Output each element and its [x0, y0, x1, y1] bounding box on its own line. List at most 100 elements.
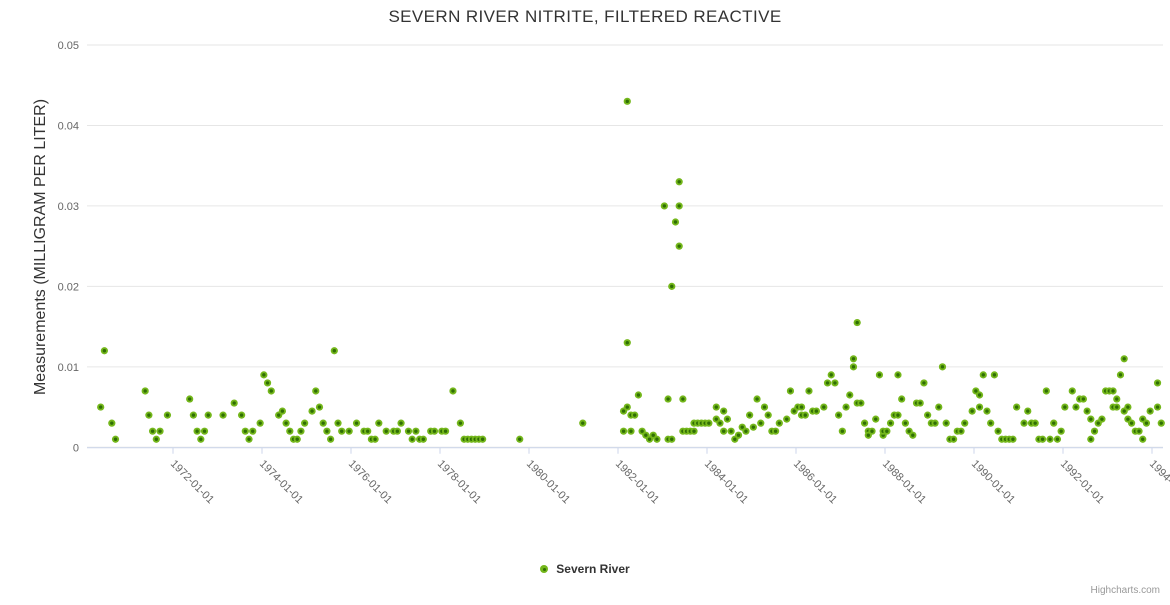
data-point[interactable]: [1139, 435, 1147, 443]
data-point[interactable]: [404, 427, 413, 435]
data-point[interactable]: [263, 379, 272, 387]
data-point[interactable]: [230, 399, 238, 407]
data-point[interactable]: [1157, 419, 1165, 427]
data-point[interactable]: [772, 427, 780, 435]
data-point[interactable]: [1120, 355, 1128, 363]
data-point[interactable]: [323, 427, 331, 435]
data-point[interactable]: [723, 415, 731, 423]
data-point[interactable]: [734, 431, 743, 439]
data-point[interactable]: [1142, 419, 1151, 427]
data-point[interactable]: [820, 403, 828, 411]
data-point[interactable]: [975, 403, 984, 411]
data-point[interactable]: [835, 411, 843, 419]
data-point[interactable]: [1061, 403, 1069, 411]
data-point[interactable]: [671, 218, 680, 226]
data-point[interactable]: [931, 419, 939, 427]
data-point[interactable]: [631, 411, 639, 419]
data-point[interactable]: [1024, 407, 1032, 415]
data-point[interactable]: [875, 371, 884, 379]
data-point[interactable]: [1039, 435, 1047, 443]
data-point[interactable]: [909, 431, 917, 439]
data-point[interactable]: [397, 419, 405, 427]
data-point[interactable]: [797, 403, 806, 411]
data-point[interactable]: [690, 427, 698, 435]
data-point[interactable]: [319, 419, 327, 427]
data-point[interactable]: [286, 427, 294, 435]
data-point[interactable]: [720, 427, 728, 435]
data-point[interactable]: [100, 347, 108, 355]
data-point[interactable]: [812, 407, 820, 415]
data-point[interactable]: [1031, 419, 1039, 427]
data-point[interactable]: [805, 387, 813, 395]
data-point[interactable]: [861, 419, 869, 427]
data-point[interactable]: [961, 419, 969, 427]
data-point[interactable]: [1098, 415, 1106, 423]
data-point[interactable]: [1153, 379, 1162, 387]
data-point[interactable]: [327, 435, 335, 443]
data-point[interactable]: [757, 419, 765, 427]
data-point[interactable]: [334, 419, 342, 427]
data-point[interactable]: [364, 427, 372, 435]
data-point[interactable]: [430, 427, 439, 435]
data-point[interactable]: [186, 395, 194, 403]
data-point[interactable]: [760, 403, 769, 411]
data-point[interactable]: [849, 363, 858, 371]
data-point[interactable]: [742, 427, 750, 435]
data-point[interactable]: [441, 427, 450, 435]
data-point[interactable]: [111, 435, 120, 443]
data-point[interactable]: [163, 411, 172, 419]
data-point[interactable]: [352, 419, 361, 427]
data-point[interactable]: [623, 97, 631, 105]
data-point[interactable]: [1109, 387, 1117, 395]
data-point[interactable]: [479, 435, 487, 443]
data-point[interactable]: [668, 282, 676, 290]
data-point[interactable]: [338, 427, 346, 435]
data-point[interactable]: [783, 415, 791, 423]
data-point[interactable]: [1042, 387, 1050, 395]
data-point[interactable]: [330, 347, 338, 355]
data-point[interactable]: [920, 379, 928, 387]
data-point[interactable]: [938, 363, 947, 371]
data-point[interactable]: [579, 419, 587, 427]
data-point[interactable]: [957, 427, 965, 435]
data-point[interactable]: [1153, 403, 1162, 411]
data-point[interactable]: [293, 435, 301, 443]
data-point[interactable]: [894, 371, 902, 379]
data-point[interactable]: [412, 427, 420, 435]
data-point[interactable]: [241, 427, 249, 435]
data-point[interactable]: [408, 435, 416, 443]
data-point[interactable]: [249, 427, 257, 435]
data-point[interactable]: [627, 427, 635, 435]
data-point[interactable]: [842, 403, 850, 411]
data-point[interactable]: [886, 419, 895, 427]
data-point[interactable]: [204, 411, 212, 419]
data-point[interactable]: [720, 407, 728, 415]
data-point[interactable]: [753, 395, 761, 403]
data-point[interactable]: [653, 435, 661, 443]
data-point[interactable]: [1013, 403, 1021, 411]
data-point[interactable]: [1020, 419, 1028, 427]
data-point[interactable]: [1135, 427, 1143, 435]
data-point[interactable]: [831, 379, 839, 387]
data-point[interactable]: [634, 391, 642, 399]
data-point[interactable]: [1116, 371, 1125, 379]
data-point[interactable]: [675, 242, 683, 250]
data-point[interactable]: [141, 387, 149, 395]
data-point[interactable]: [712, 403, 720, 411]
data-point[interactable]: [200, 427, 209, 435]
data-point[interactable]: [801, 411, 809, 419]
data-point[interactable]: [238, 411, 246, 419]
data-point[interactable]: [857, 399, 865, 407]
data-point[interactable]: [449, 387, 457, 395]
data-point[interactable]: [97, 403, 105, 411]
data-point[interactable]: [156, 427, 164, 435]
data-point[interactable]: [764, 411, 772, 419]
data-point[interactable]: [1124, 403, 1132, 411]
data-point[interactable]: [968, 407, 976, 415]
data-point[interactable]: [872, 415, 880, 423]
data-point[interactable]: [994, 427, 1002, 435]
data-point[interactable]: [786, 387, 795, 395]
data-point[interactable]: [297, 427, 305, 435]
data-point[interactable]: [152, 435, 160, 443]
data-point[interactable]: [516, 435, 524, 443]
